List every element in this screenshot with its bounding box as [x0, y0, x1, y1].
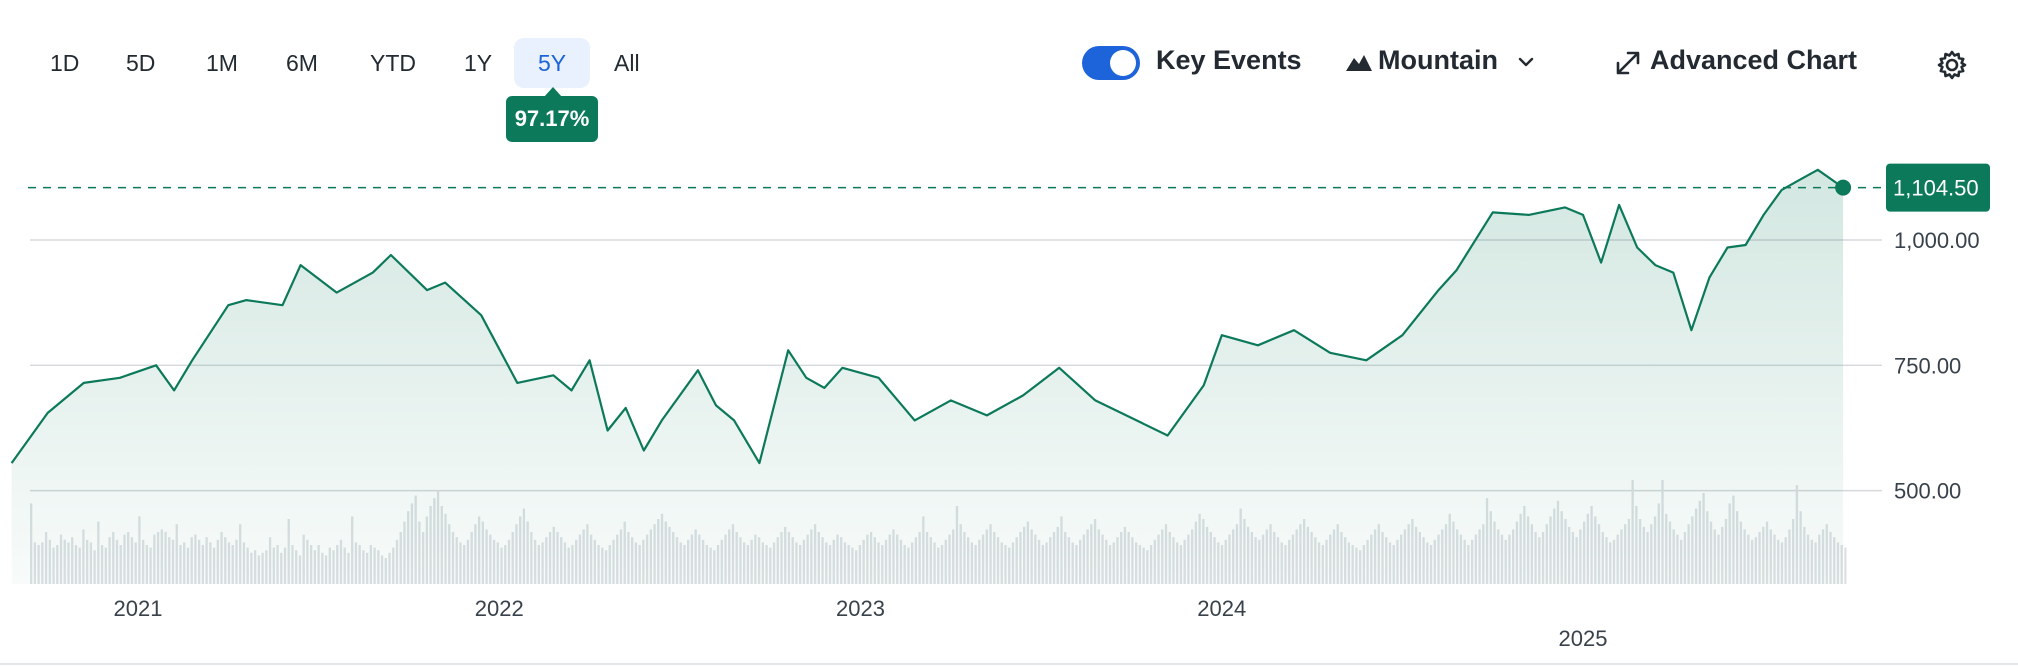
y-tick-label: 500.00: [1894, 479, 1961, 504]
advanced-chart-button[interactable]: Advanced Chart: [1612, 40, 1868, 88]
advanced-chart-label: Advanced Chart: [1650, 45, 1858, 75]
x-tick-label: 2022: [475, 596, 524, 621]
range-1y-button[interactable]: 1Y: [464, 50, 493, 76]
toggle-knob: [1110, 50, 1136, 76]
x-tick-label: 2023: [836, 596, 885, 621]
expand-icon: [1616, 51, 1640, 75]
x-tick-label: 2021: [114, 596, 163, 621]
volume-bar: [1844, 547, 1847, 584]
range-1d-button[interactable]: 1D: [50, 50, 80, 76]
current-price-dot: [1835, 179, 1852, 196]
price-area: [11, 169, 1844, 585]
chart-type-label: Mountain: [1378, 45, 1498, 75]
gear-icon[interactable]: [1936, 49, 1968, 81]
range-ytd-button[interactable]: YTD: [370, 50, 416, 76]
range-change-badge: 97.17%: [506, 87, 598, 142]
x-tick-label: 2024: [1197, 596, 1246, 621]
current-price-text: 1,104.50: [1893, 176, 1979, 201]
chart-toolbar: 1D 5D 1M 6M YTD 1Y 5Y All 97.17% Key Eve…: [0, 0, 2018, 142]
y-tick-label: 1,000.00: [1894, 228, 1980, 253]
range-1m-button[interactable]: 1M: [206, 50, 238, 76]
price-line: [10, 168, 1844, 465]
y-tick-label: 750.00: [1894, 353, 1961, 378]
chart-type-dropdown[interactable]: Mountain: [1342, 40, 1542, 88]
y-axis: 1,000.00 750.00 500.00: [1894, 228, 1980, 504]
range-5y-button[interactable]: 5Y: [514, 38, 591, 88]
current-price-label: 1,104.50: [1886, 163, 1990, 212]
key-events-label: Key Events: [1156, 45, 1302, 75]
range-all-button[interactable]: All: [614, 50, 640, 76]
chevron-down-icon: [1518, 57, 1534, 67]
x-axis: 2021 2022 2023 2024 2025: [114, 596, 1608, 651]
range-6m-button[interactable]: 6M: [286, 50, 318, 76]
range-5d-button[interactable]: 5D: [126, 50, 156, 76]
key-events-toggle[interactable]: [1082, 46, 1140, 80]
mountain-icon: [1346, 55, 1372, 71]
x-tick-label: 2025: [1559, 626, 1608, 651]
